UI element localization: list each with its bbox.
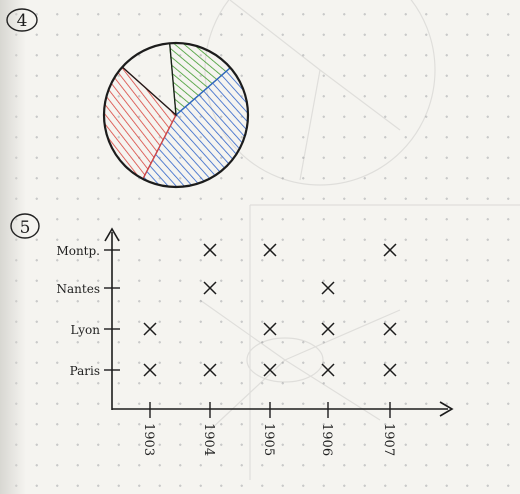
pie-outline — [102, 41, 250, 189]
circle-icon — [10, 213, 40, 239]
y-tick-label: Montp. — [56, 244, 100, 258]
x-tick-label: 1903 — [141, 423, 156, 456]
data-point — [383, 363, 397, 377]
y-tick-label: Nantes — [57, 282, 100, 296]
data-point — [143, 322, 157, 336]
page-shadow — [0, 0, 26, 494]
y-axis-arrow — [104, 227, 120, 242]
x-tick-label: 1904 — [201, 423, 216, 456]
data-point — [321, 281, 335, 295]
data-point — [321, 363, 335, 377]
x-tick-label: 1905 — [261, 423, 276, 456]
data-point — [321, 322, 335, 336]
data-point — [203, 281, 217, 295]
y-tick-label: Lyon — [71, 323, 101, 337]
data-point — [203, 243, 217, 257]
pie-chart — [102, 41, 250, 189]
data-point — [263, 243, 277, 257]
section-number-5: 5 — [20, 218, 31, 238]
data-point — [143, 363, 157, 377]
y-tick-label: Paris — [70, 364, 100, 378]
data-point — [383, 322, 397, 336]
data-point — [263, 322, 277, 336]
section-4-marker: 4 — [6, 8, 38, 32]
section-5-marker: 5 — [10, 213, 40, 239]
data-point — [383, 243, 397, 257]
x-tick-label: 1907 — [381, 423, 396, 456]
section-number-4: 4 — [17, 11, 28, 31]
x-tick-label: 1906 — [319, 423, 334, 456]
show-through-sketch — [199, 0, 520, 480]
data-point — [203, 363, 217, 377]
scatter-chart: Paris Lyon Nantes Montp. 1903 1904 1905 1906 190… — [56, 227, 454, 456]
data-point — [263, 363, 277, 377]
circle-icon — [6, 8, 38, 32]
x-axis-arrow — [439, 401, 454, 417]
